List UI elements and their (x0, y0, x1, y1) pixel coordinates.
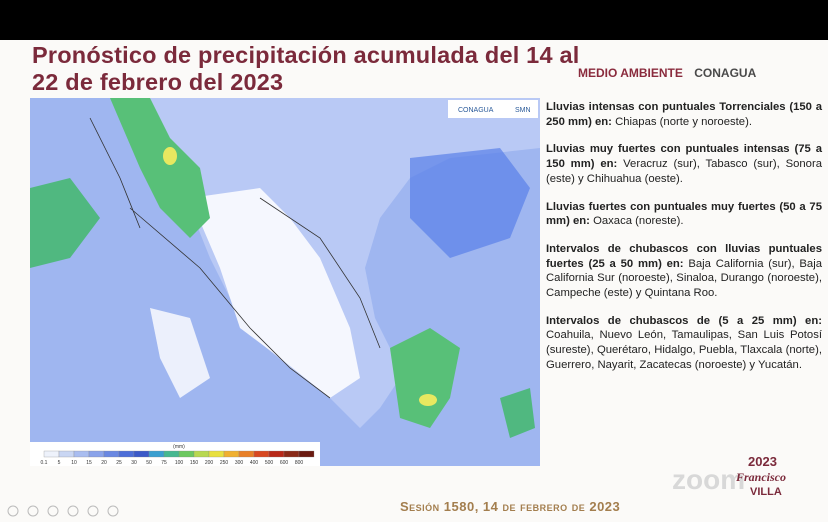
legend-label: 500 (265, 460, 274, 466)
note-heading: Intervalos de chubascos de (5 a 25 mm) e… (546, 314, 822, 327)
legend-swatch (238, 450, 255, 458)
rain-area (500, 388, 535, 438)
legend-label: 800 (295, 460, 304, 466)
toolbar[interactable] (6, 504, 136, 518)
legend-label: 600 (280, 460, 289, 466)
slide: Pronóstico de precipitación acumulada de… (0, 40, 828, 522)
tool-icon[interactable] (27, 505, 39, 517)
badge: 2023 Francisco VILLA (718, 450, 798, 514)
legend-swatch (73, 450, 90, 458)
legend-swatch (208, 450, 225, 458)
rain-area (410, 148, 530, 258)
legend-label: 15 (86, 460, 92, 466)
map-logos (448, 100, 538, 118)
legend-label: 400 (250, 460, 259, 466)
legend-swatch (253, 450, 270, 458)
note-text: Oaxaca (noreste). (593, 215, 684, 228)
note-heading: Lluvias fuertes con puntuales muy fuerte… (546, 200, 822, 228)
legend-label: 200 (205, 460, 214, 466)
note-heading: Lluvias muy fuertes con puntuales intens… (546, 143, 822, 171)
legend-swatch (178, 450, 195, 458)
legend-label: 50 (146, 460, 152, 466)
zoom-watermark: zoom (672, 464, 746, 495)
tool-icon[interactable] (107, 505, 119, 517)
legend-label: 75 (161, 460, 167, 466)
rain-area (110, 98, 210, 238)
legend-label: 25 (116, 460, 122, 466)
forecast-map: (mm) 0.1 5 10 15 20 25 30 50 75 100 150 200 250 300 400… (30, 98, 540, 466)
legend-swatch (88, 450, 105, 458)
badge-year: 2023 (748, 454, 777, 469)
note: Intervalos de chubascos de (5 a 25 mm) e… (546, 314, 822, 373)
rain-peak (419, 394, 437, 406)
note-text: Chiapas (norte y noroeste). (615, 115, 752, 128)
legend-label: 100 (175, 460, 184, 466)
dry-area (190, 188, 360, 398)
legend-swatch (43, 450, 60, 458)
rain-peak (163, 147, 177, 165)
tool-icon[interactable] (87, 505, 99, 517)
legend: (mm) 0.1 5 10 15 20 25 30 50 75 100 150 200 250 300 400… (41, 444, 315, 466)
border-lines (89, 117, 381, 399)
tool-icon[interactable] (67, 505, 79, 517)
legend-label: 300 (235, 460, 244, 466)
note-heading: Lluvias intensas con puntuales Torrencia… (546, 101, 822, 128)
note: Lluvias muy fuertes con puntuales intens… (546, 142, 822, 186)
legend-unit: (mm) (173, 444, 185, 450)
note-text: Veracruz (sur), Tabasco (sur), Sonora (e… (546, 158, 822, 185)
footer: Sesión 1580, 14 de febrero de 2023 (400, 499, 621, 514)
badge-surname: VILLA (750, 486, 782, 498)
legend-swatch (163, 450, 180, 458)
slide-title: Pronóstico de precipitación acumulada de… (32, 42, 580, 95)
legend-label: 150 (190, 460, 199, 466)
tool-icon[interactable] (47, 505, 59, 517)
map-smn-logo: SMN (515, 107, 531, 114)
legend-swatch (223, 450, 240, 458)
note-heading: Intervalos de chubascos con lluvias punt… (546, 242, 822, 270)
rain-area (390, 328, 460, 428)
legend-swatch (148, 450, 165, 458)
legend-label: 10 (71, 460, 77, 466)
legend-swatch (133, 450, 150, 458)
tool-icon[interactable] (7, 505, 19, 517)
legend-swatch (103, 450, 120, 458)
legend-label: 0.1 (41, 460, 48, 466)
semarnat-logo: MEDIO AMBIENTE (578, 66, 683, 80)
conagua-logo: CONAGUA (694, 66, 757, 80)
legend-label: 30 (131, 460, 137, 466)
legend-label: 5 (58, 460, 61, 466)
legend-label: 250 (220, 460, 229, 466)
legend-swatch (298, 450, 315, 458)
badge-name: Francisco (736, 470, 787, 484)
note: Lluvias intensas con puntuales Torrencia… (546, 100, 822, 129)
rain-area (30, 178, 100, 268)
note-text: Coahuila, Nuevo León, Tamaulipas, San Lu… (546, 329, 822, 371)
legend-swatch (118, 450, 135, 458)
note-text: Baja California (sur), Baja California S… (546, 257, 823, 300)
legend-swatch (283, 450, 300, 458)
legend-swatch (58, 450, 75, 458)
legend-swatch (193, 450, 210, 458)
dry-area (150, 308, 210, 398)
note: Intervalos de chubascos con lluvias punt… (546, 242, 822, 301)
note: Lluvias fuertes con puntuales muy fuerte… (546, 200, 822, 229)
logos: MEDIO AMBIENTE CONAGUA (578, 66, 764, 80)
legend-swatch (268, 450, 285, 458)
legend-label: 20 (101, 460, 107, 466)
forecast-notes: Lluvias intensas con puntuales Torrencia… (546, 100, 822, 386)
map-conagua-logo: CONAGUA (458, 107, 494, 114)
